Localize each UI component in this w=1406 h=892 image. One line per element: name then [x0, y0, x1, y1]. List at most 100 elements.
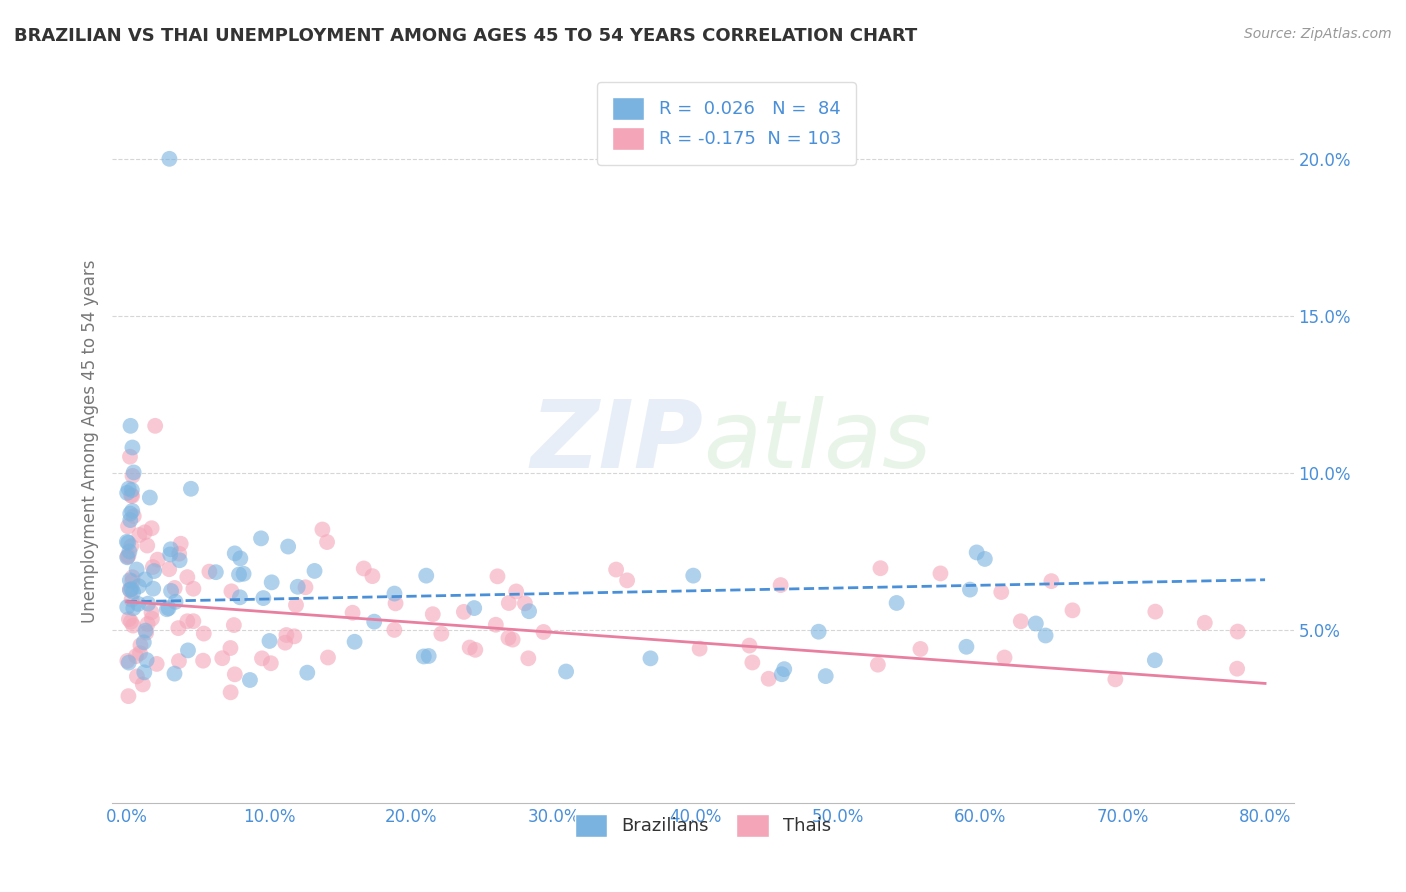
Point [139, 491, 162, 505]
Point [125, 562, 148, 576]
Point [993, 650, 1015, 665]
Point [142, 582, 165, 596]
Point [121, 483, 143, 497]
Point [125, 649, 148, 664]
Point [412, 649, 434, 664]
Point [141, 521, 163, 535]
Point [458, 640, 481, 655]
Point [122, 509, 145, 524]
Point [135, 653, 157, 667]
Point [464, 642, 486, 657]
Point [361, 569, 384, 583]
Point [159, 542, 181, 557]
Point [120, 418, 142, 433]
Y-axis label: Unemployment Among Ages 45 to 54 years: Unemployment Among Ages 45 to 54 years [80, 260, 98, 624]
Point [167, 654, 190, 668]
Point [118, 656, 141, 670]
Point [117, 519, 139, 533]
Point [463, 601, 485, 615]
Point [422, 607, 444, 622]
Point [498, 631, 520, 645]
Point [122, 466, 145, 480]
Point [156, 602, 179, 616]
Point [176, 570, 198, 584]
Point [224, 546, 246, 560]
Point [134, 573, 156, 587]
Point [129, 646, 152, 660]
Point [252, 591, 274, 605]
Point [132, 677, 155, 691]
Point [1025, 616, 1047, 631]
Point [121, 468, 143, 483]
Point [183, 582, 205, 596]
Point [118, 573, 141, 587]
Point [517, 604, 540, 618]
Point [228, 567, 250, 582]
Point [250, 651, 273, 665]
Point [143, 564, 166, 578]
Point [121, 582, 143, 596]
Point [297, 665, 319, 680]
Legend: Brazilians, Thais: Brazilians, Thais [568, 806, 838, 845]
Point [129, 638, 152, 652]
Point [127, 597, 149, 611]
Point [122, 585, 145, 599]
Point [157, 601, 180, 615]
Point [198, 565, 221, 579]
Point [966, 545, 988, 559]
Point [453, 605, 475, 619]
Point [250, 532, 273, 546]
Point [533, 624, 555, 639]
Point [118, 544, 141, 558]
Point [886, 596, 908, 610]
Point [134, 525, 156, 540]
Point [498, 596, 520, 610]
Point [163, 581, 186, 595]
Point [1062, 603, 1084, 617]
Point [929, 566, 952, 581]
Point [145, 657, 167, 671]
Point [555, 665, 578, 679]
Point [640, 651, 662, 665]
Point [135, 625, 157, 640]
Point [120, 539, 142, 553]
Point [165, 595, 187, 609]
Point [120, 507, 142, 521]
Point [121, 504, 143, 518]
Point [758, 672, 780, 686]
Point [117, 654, 139, 668]
Point [384, 596, 406, 610]
Point [277, 540, 299, 554]
Point [1035, 628, 1057, 642]
Point [115, 600, 138, 615]
Point [1010, 615, 1032, 629]
Point [167, 547, 190, 561]
Point [973, 552, 995, 566]
Point [205, 565, 228, 579]
Point [285, 598, 308, 612]
Point [136, 597, 159, 611]
Point [910, 642, 932, 657]
Point [485, 617, 508, 632]
Point [738, 639, 761, 653]
Point [141, 605, 163, 619]
Point [1194, 615, 1216, 630]
Point [142, 560, 165, 574]
Point [342, 606, 364, 620]
Point [219, 685, 242, 699]
Point [221, 584, 243, 599]
Point [229, 551, 252, 566]
Point [430, 626, 453, 640]
Text: BRAZILIAN VS THAI UNEMPLOYMENT AMONG AGES 45 TO 54 YEARS CORRELATION CHART: BRAZILIAN VS THAI UNEMPLOYMENT AMONG AGE… [14, 27, 917, 45]
Point [146, 552, 169, 566]
Point [160, 583, 183, 598]
Point [955, 640, 977, 654]
Point [120, 513, 142, 527]
Point [283, 629, 305, 643]
Point [121, 592, 143, 607]
Point [222, 618, 245, 632]
Point [866, 657, 889, 672]
Point [115, 486, 138, 500]
Text: Source: ZipAtlas.com: Source: ZipAtlas.com [1244, 27, 1392, 41]
Point [132, 635, 155, 649]
